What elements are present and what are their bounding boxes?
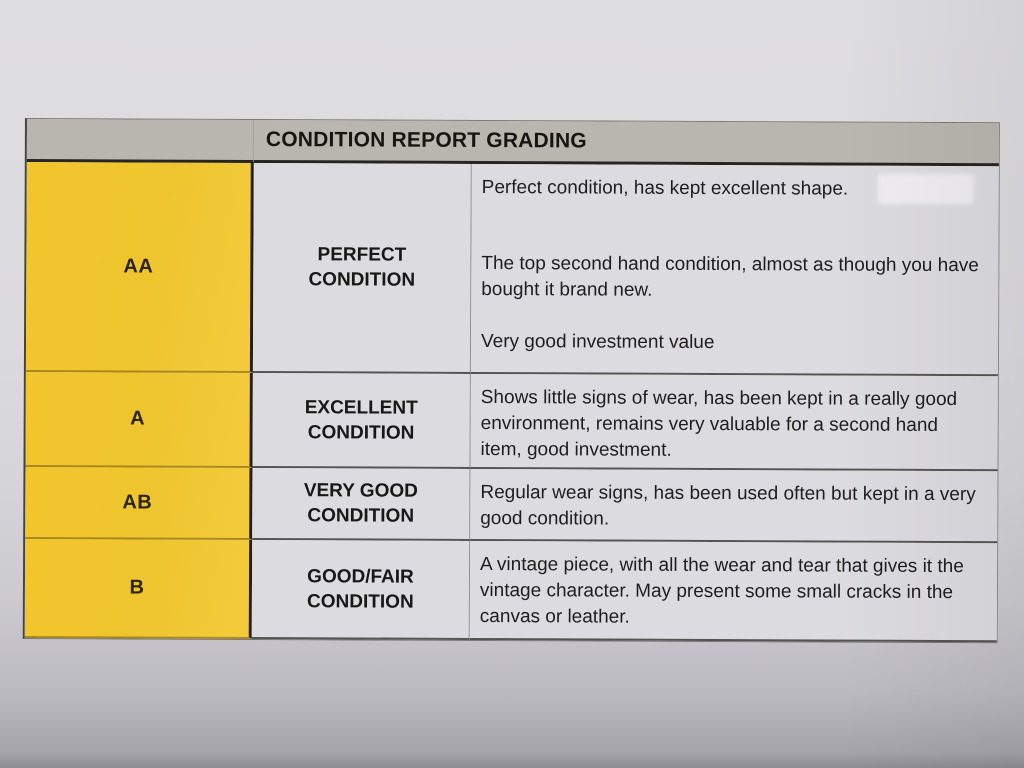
- description-cell-ab: Regular wear signs, has been used often …: [470, 468, 998, 544]
- condition-label: PERFECT CONDITION: [308, 244, 416, 291]
- description-paragraph: The top second hand condition, almost as…: [481, 252, 979, 301]
- table-title: CONDITION REPORT GRADING: [253, 119, 999, 167]
- grade-cell-aa: AA: [25, 162, 254, 373]
- grade-cell-b: B: [24, 539, 253, 639]
- description-paragraph: Very good investment value: [480, 330, 715, 354]
- description-paragraph: Shows little signs of wear, has been kep…: [480, 386, 958, 461]
- description-cell-a: Shows little signs of wear, has been kep…: [470, 373, 998, 472]
- condition-cell-ab: VERY GOOD CONDITION: [252, 467, 471, 541]
- condition-cell-b: GOOD/FAIR CONDITION: [251, 539, 471, 640]
- condition-cell-a: EXCELLENT CONDITION: [252, 372, 471, 469]
- condition-label: GOOD/FAIR CONDITION: [307, 565, 414, 613]
- grade-cell-a: A: [25, 372, 253, 468]
- header-spacer-cell: [26, 119, 254, 163]
- condition-grading-table: CONDITION REPORT GRADING AA PERFECT COND…: [22, 118, 1000, 644]
- description-paragraph: Regular wear signs, has been used often …: [480, 481, 976, 530]
- description-cell-aa: Perfect condition, has kept excellent sh…: [470, 163, 999, 377]
- condition-label: VERY GOOD CONDITION: [303, 480, 418, 527]
- description-paragraph: Perfect condition, has kept excellent sh…: [481, 176, 849, 200]
- condition-label: EXCELLENT CONDITION: [304, 396, 418, 444]
- grade-cell-ab: AB: [25, 467, 253, 540]
- condition-cell-aa: PERFECT CONDITION: [252, 162, 472, 374]
- description-cell-b: A vintage piece, with all the wear and t…: [469, 540, 998, 643]
- description-paragraph: A vintage piece, with all the wear and t…: [479, 553, 964, 628]
